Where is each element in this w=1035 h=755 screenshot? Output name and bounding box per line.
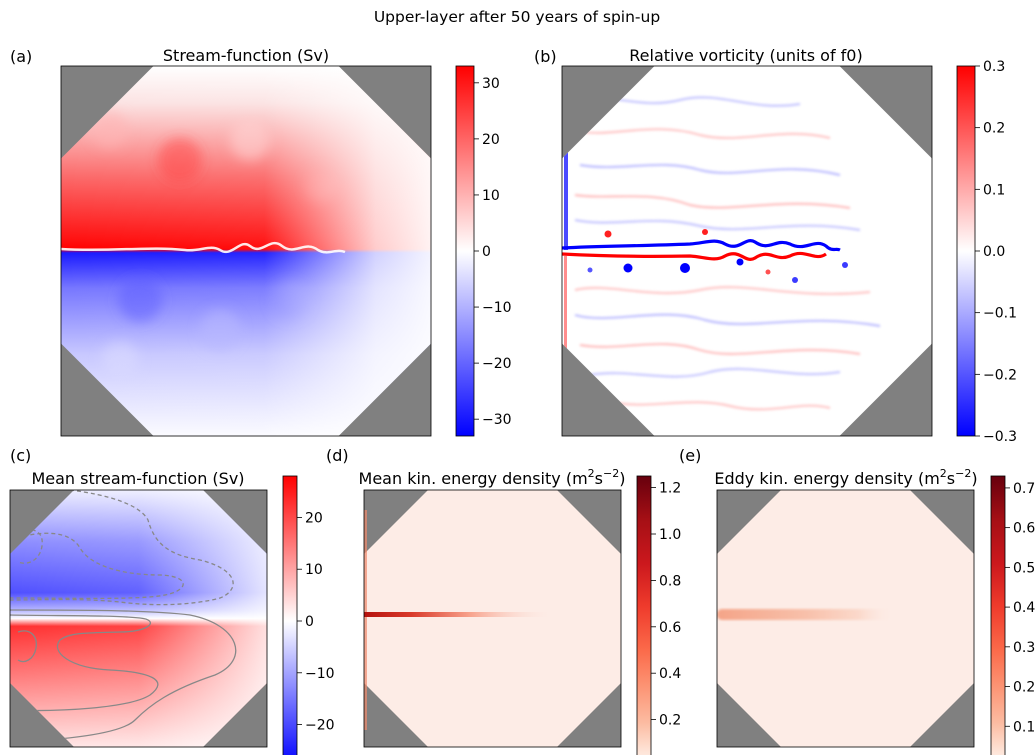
panel-d-jet [364,612,554,617]
panel-e-colorbar-ticks: 0.7 0.6 0.5 0.4 0.3 0.2 0.1 [1005,481,1035,735]
panel-c-contours [10,490,237,743]
panel-a-colorbar-tick-label: 0 [482,244,491,260]
panel-e-axes-frame [716,489,975,748]
panel-b: (b) Relative vorticity (units of f0) [534,46,1017,445]
panel-d-colorbar-tick-label: 0.6 [659,620,681,636]
panel-b-field [562,66,932,436]
panel-c-colorbar-ticks: 20 10 0 −10 −20 [297,510,335,734]
panel-c-title: Mean stream-function (Sv) [31,469,244,488]
panel-a-east-fade [61,66,431,436]
panel-e-title: Eddy kin. energy density (m2s−2) [714,467,977,488]
panel-b-title: Relative vorticity (units of f0) [629,46,862,65]
panel-b-colorbar-tick-label: −0.2 [983,367,1017,383]
panel-e-colorbar-tick-label: 0.4 [1013,600,1035,616]
panel-d-title-close: ) [619,469,625,488]
panel-e-title-close: ) [971,469,977,488]
panel-e-colorbar-tick-label: 0.1 [1013,719,1035,735]
panel-a-colorbar-tick-label: −20 [482,356,512,372]
panel-e-title-main: Eddy kin. energy density (m [714,469,939,488]
panel-d-plot-area [364,490,621,747]
panel-b-colorbar-tick-label: 0.3 [983,59,1005,75]
panel-a-jet-front [61,241,346,254]
panel-c-colorbar-tick-label: −10 [305,666,335,682]
panel-a-colorbar-tick-label: 30 [482,76,500,92]
panel-a-colorbar-bar [455,65,475,437]
panel-d-title-main: Mean kin. energy density (m [359,469,588,488]
panel-e-title-s: s [947,469,955,488]
panel-b-colorbar-tick-label: 0.2 [983,121,1005,137]
panel-b-colorbar-bar [956,65,976,437]
panel-d-title-sup1: 2 [588,467,595,480]
panel-a: (a) Stream-function (Sv) [10,46,512,437]
panel-e-label: (e) [679,446,701,465]
panel-a-axes-frame [60,65,432,437]
panel-c-colorbar-tick-label: 10 [305,562,323,578]
panel-a-plot-area [61,66,431,436]
panel-e-colorbar-tick-label: 0.3 [1013,640,1035,656]
panel-c-plot-area [10,490,267,747]
panel-b-colorbar-tick-label: 0.1 [983,182,1005,198]
panel-c-colorbar-tick-label: 0 [305,614,314,630]
panel-a-colorbar-tick-label: 20 [482,132,500,148]
panel-a-label: (a) [10,47,32,66]
panel-a-colorbar-tick-label: −10 [482,300,512,316]
panel-c-colorbar-tick-label: −20 [305,718,335,734]
panel-b-colorbar: 0.3 0.2 0.1 0.0 −0.1 −0.2 −0.3 [956,59,1017,445]
panel-e-colorbar-tick-label: 0.5 [1013,560,1035,576]
panel-c-axes-frame [9,489,268,748]
panel-e-title-sup2: −2 [955,467,971,480]
panel-d-axes-frame [363,489,622,748]
panel-e-colorbar-tick-label: 0.2 [1013,680,1035,696]
panel-b-label: (b) [534,47,557,66]
panel-a-colorbar: 30 20 10 0 −10 −20 −30 [455,65,512,437]
panel-e-plot-area [717,490,974,747]
panel-b-colorbar-tick-label: −0.3 [983,429,1017,445]
panel-b-jet-blue [562,239,841,252]
panel-d-title-s: s [595,469,603,488]
panel-d-colorbar-tick-label: 0.4 [659,666,681,682]
panel-d-title-sup2: −2 [603,467,619,480]
panel-a-title: Stream-function (Sv) [163,46,329,65]
panel-b-vortices [587,229,848,283]
panel-b-colorbar-ticks: 0.3 0.2 0.1 0.0 −0.1 −0.2 −0.3 [975,59,1017,445]
panel-c-colorbar-tick-label: 20 [305,510,323,526]
panel-b-colorbar-tick-label: −0.1 [983,306,1017,322]
panel-d-colorbar-tick-label: 0.8 [659,573,681,589]
panel-e-title-sup1: 2 [940,467,947,480]
panel-b-jet-red [562,251,827,261]
panel-d-colorbar-tick-label: 0.2 [659,713,681,729]
panel-c-colorbar: 20 10 0 −10 −20 [282,475,335,755]
figure-suptitle: Upper-layer after 50 years of spin-up [374,8,660,26]
panel-d-colorbar: 1.2 1.0 0.8 0.6 0.4 0.2 [636,475,681,755]
panel-b-colorbar-tick-label: 0.0 [983,244,1005,260]
panel-e-colorbar-tick-label: 0.6 [1013,521,1035,537]
panel-e-colorbar: 0.7 0.6 0.5 0.4 0.3 0.2 0.1 [990,475,1035,755]
panel-b-axes-frame [561,65,933,437]
panel-d-colorbar-tick-label: 1.2 [659,481,681,497]
panel-b-eddy-texture [574,96,881,411]
panel-d-title: Mean kin. energy density (m2s−2) [359,467,626,488]
panel-e-jet [717,609,895,620]
panel-e-colorbar-bar [990,475,1006,755]
panel-d-colorbar-bar [636,475,652,755]
panel-c-colorbar-bar [282,475,298,755]
panel-d-field [364,490,621,747]
panel-e-colorbar-tick-label: 0.7 [1013,481,1035,497]
panel-d-label: (d) [326,446,349,465]
panel-d: (d) Mean kin. energy density (m2s−2) 1.2… [326,446,681,755]
panel-c-label: (c) [10,446,31,465]
panel-a-colorbar-tick-label: 10 [482,188,500,204]
panel-a-colorbar-tick-label: −30 [482,412,512,428]
panel-d-colorbar-ticks: 1.2 1.0 0.8 0.6 0.4 0.2 [651,481,681,729]
panel-d-boundary-current [364,510,367,730]
panel-b-plot-area [562,66,932,436]
panel-d-colorbar-tick-label: 1.0 [659,527,681,543]
panel-e: (e) Eddy kin. energy density (m2s−2) 0.7… [679,446,1035,755]
panel-a-colorbar-ticks: 30 20 10 0 −10 −20 −30 [474,76,512,428]
